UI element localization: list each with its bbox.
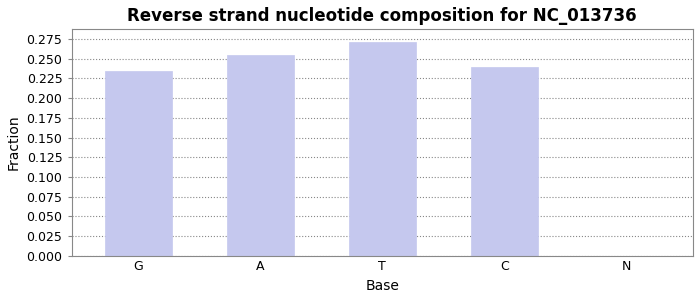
X-axis label: Base: Base — [365, 279, 399, 293]
Y-axis label: Fraction: Fraction — [7, 115, 21, 170]
Bar — [470, 68, 538, 256]
Title: Reverse strand nucleotide composition for NC_013736: Reverse strand nucleotide composition fo… — [127, 7, 637, 25]
Bar — [105, 70, 172, 256]
Bar — [227, 55, 294, 256]
Bar — [349, 42, 416, 256]
